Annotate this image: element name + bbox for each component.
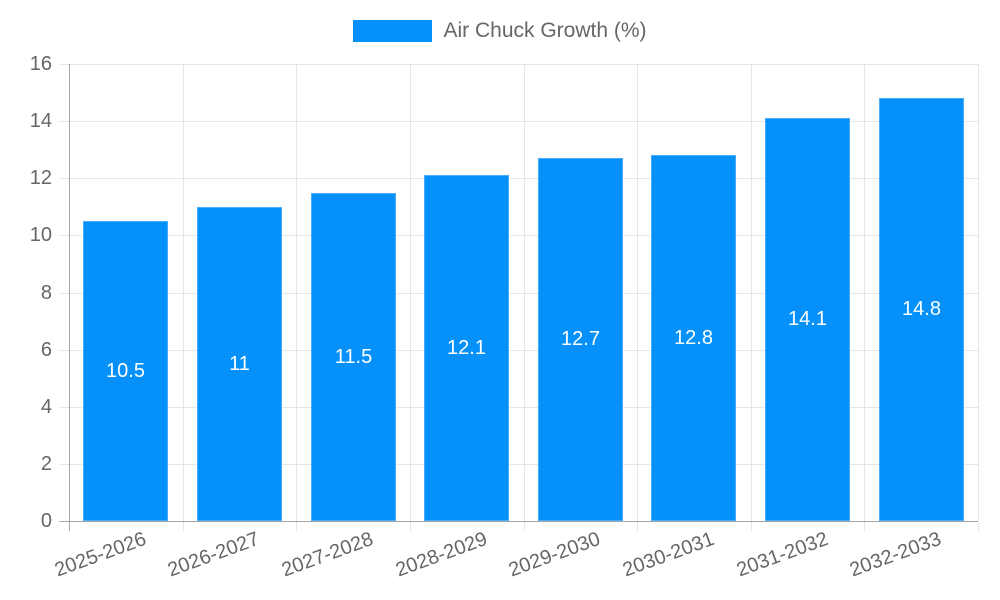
x-axis-tick-label: 2032-2033 xyxy=(847,528,945,582)
x-axis-tick-label: 2025-2026 xyxy=(52,528,150,582)
bar: 12.7 xyxy=(538,158,623,521)
bar-value-label: 11 xyxy=(229,352,250,375)
x-axis-tickmark xyxy=(69,521,70,531)
gridline-vertical xyxy=(296,64,297,521)
x-axis-tick-label: 2029-2030 xyxy=(506,528,604,582)
gridline-horizontal xyxy=(69,121,978,122)
bar: 11.5 xyxy=(311,193,396,521)
y-axis-tickmark xyxy=(59,407,69,408)
y-axis-line xyxy=(69,64,70,521)
x-axis-tick-label: 2030-2031 xyxy=(620,528,718,582)
x-axis-tickmark xyxy=(637,521,638,531)
bar-value-label: 14.8 xyxy=(902,298,941,320)
legend-swatch xyxy=(353,20,433,42)
x-axis-line xyxy=(69,521,978,522)
y-axis-tick-label: 10 xyxy=(29,224,52,246)
bar-value-label: 10.5 xyxy=(106,359,145,382)
y-axis-tickmark xyxy=(59,293,69,294)
gridline-vertical xyxy=(978,64,979,521)
gridline-vertical xyxy=(410,64,411,521)
gridline-horizontal xyxy=(69,235,978,236)
x-axis-tickmark xyxy=(978,521,979,531)
gridline-horizontal xyxy=(69,178,978,179)
x-axis-tickmark xyxy=(524,521,525,531)
x-axis-tick-label: 2026-2027 xyxy=(165,528,263,582)
x-axis-tickmark xyxy=(296,521,297,531)
y-axis-tickmark xyxy=(59,121,69,122)
y-axis-tick-label: 12 xyxy=(29,167,52,189)
bar-value-label: 12.7 xyxy=(561,328,600,350)
legend[interactable]: Air Chuck Growth (%) xyxy=(0,20,1000,42)
x-axis-tickmark xyxy=(183,521,184,531)
legend-label: Air Chuck Growth (%) xyxy=(443,19,647,42)
bar: 14.8 xyxy=(879,98,964,521)
gridline-vertical xyxy=(864,64,865,521)
gridline-vertical xyxy=(524,64,525,521)
x-axis-tick-label: 2028-2029 xyxy=(393,528,491,582)
gridline-horizontal xyxy=(69,407,978,408)
bar: 11 xyxy=(197,207,282,521)
x-axis-tickmark xyxy=(864,521,865,531)
y-axis-tick-label: 14 xyxy=(29,110,52,132)
bar-value-label: 11.5 xyxy=(334,345,373,368)
x-axis-tickmark xyxy=(410,521,411,531)
x-axis-tick-label: 2031-2032 xyxy=(734,528,832,582)
gridline-horizontal xyxy=(69,64,978,65)
bar: 12.1 xyxy=(424,175,509,521)
y-axis-tick-label: 0 xyxy=(40,510,52,532)
x-axis-tickmark xyxy=(751,521,752,531)
bar: 14.1 xyxy=(765,118,850,521)
y-axis-tick-label: 6 xyxy=(40,339,52,361)
x-axis-tick-label: 2027-2028 xyxy=(279,528,377,582)
y-axis-tickmark xyxy=(59,235,69,236)
y-axis-tick-label: 16 xyxy=(29,53,52,75)
bar: 12.8 xyxy=(651,155,736,521)
y-axis-tickmark xyxy=(59,521,69,522)
gridline-horizontal xyxy=(69,464,978,465)
y-axis-tickmark xyxy=(59,464,69,465)
y-axis-tick-label: 8 xyxy=(40,282,52,304)
y-axis-tickmark xyxy=(59,350,69,351)
bar-value-label: 12.8 xyxy=(674,326,713,349)
bar-value-label: 12.1 xyxy=(447,336,486,359)
gridline-horizontal xyxy=(69,350,978,351)
y-axis-tick-label: 4 xyxy=(40,396,52,418)
gridline-horizontal xyxy=(69,293,978,294)
y-axis-tickmark xyxy=(59,64,69,65)
bar-value-label: 14.1 xyxy=(788,308,827,330)
gridline-vertical xyxy=(637,64,638,521)
gridline-vertical xyxy=(751,64,752,521)
y-axis-tick-label: 2 xyxy=(40,453,52,475)
gridline-vertical xyxy=(183,64,184,521)
y-axis-tickmark xyxy=(59,178,69,179)
bar: 10.5 xyxy=(83,221,168,521)
